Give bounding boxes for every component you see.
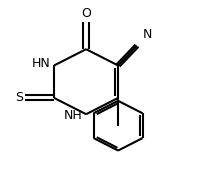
Text: S: S [15,91,23,104]
Text: HN: HN [31,57,50,70]
Text: N: N [142,28,152,41]
Text: O: O [81,7,91,20]
Text: NH: NH [63,109,82,122]
